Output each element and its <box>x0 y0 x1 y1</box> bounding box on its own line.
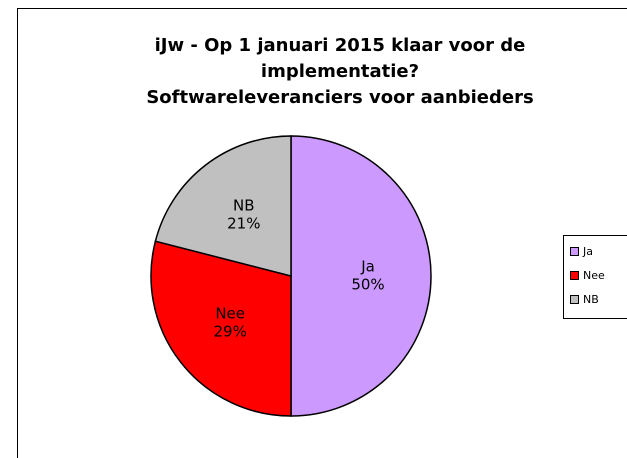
chart-title: iJw - Op 1 januari 2015 klaar voor de <box>155 35 526 56</box>
legend-swatch <box>570 247 579 256</box>
slice-category: Ja <box>360 258 375 276</box>
legend-swatch <box>570 295 579 304</box>
chart-title: implementatie? <box>261 61 419 82</box>
pie-slice <box>154 135 292 277</box>
legend: Ja Nee NB <box>563 235 627 319</box>
pie-slice <box>150 240 292 417</box>
legend-label: Ja <box>582 245 593 258</box>
chart-title: Softwareleveranciers voor aanbieders <box>146 87 533 108</box>
pie-slice <box>290 135 432 417</box>
slice-value: 21% <box>227 215 260 233</box>
legend-label: NB <box>583 293 599 306</box>
legend-swatch <box>570 271 579 280</box>
legend-label: Nee <box>583 269 605 282</box>
slice-value: 50% <box>351 276 384 294</box>
slice-category: NB <box>233 197 255 215</box>
slice-category: Nee <box>215 305 245 323</box>
slice-value: 29% <box>213 323 246 341</box>
